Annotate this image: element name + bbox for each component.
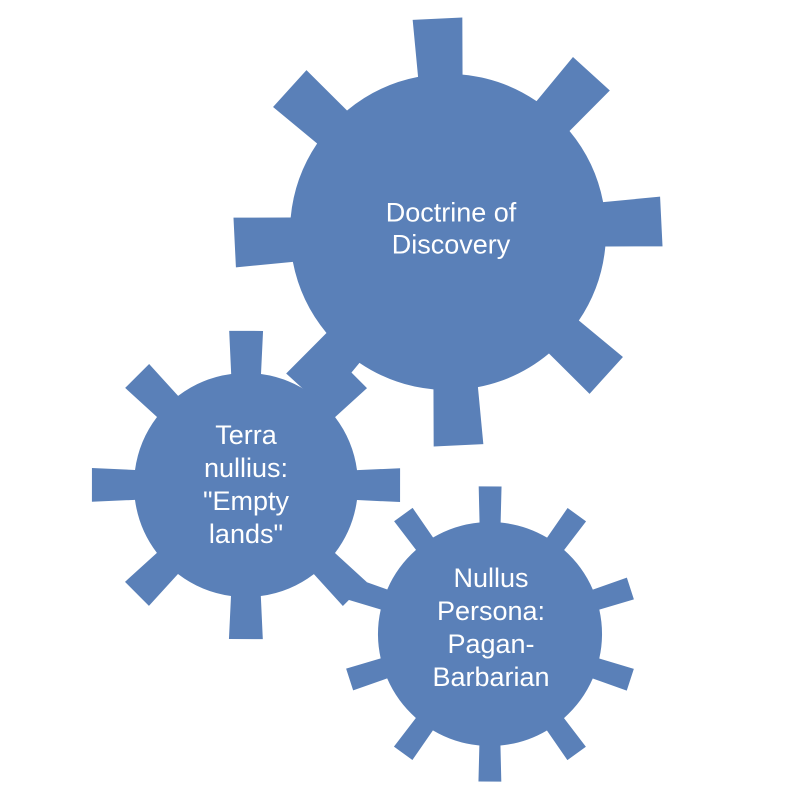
gear-label-line: Nullus (453, 563, 529, 594)
gear-label-line: "Empty (202, 486, 290, 516)
gear-label-line: Persona: (436, 596, 546, 627)
gear-label-doctrine: Doctrine of Discovery (386, 197, 517, 262)
gear-label-line: Terra (215, 420, 277, 451)
gear-terra-nullius (91, 330, 401, 640)
gear-doctrine-of-discovery (233, 17, 663, 447)
gear-label-terra: Terra nullius: "Empty lands" (203, 419, 289, 551)
gear-label-line: nullius: (203, 453, 289, 484)
gear-label-line: Pagan- (447, 629, 535, 659)
gear-label-line: Discovery (391, 230, 511, 260)
gear-nullus-persona (346, 486, 634, 782)
gear-label-line: lands" (208, 518, 284, 549)
gear-label-line: Barbarian (432, 661, 550, 692)
gear-label-nullus: Nullus Persona: Pagan- Barbarian (432, 562, 549, 694)
gear-label-line: Doctrine of (385, 197, 517, 228)
